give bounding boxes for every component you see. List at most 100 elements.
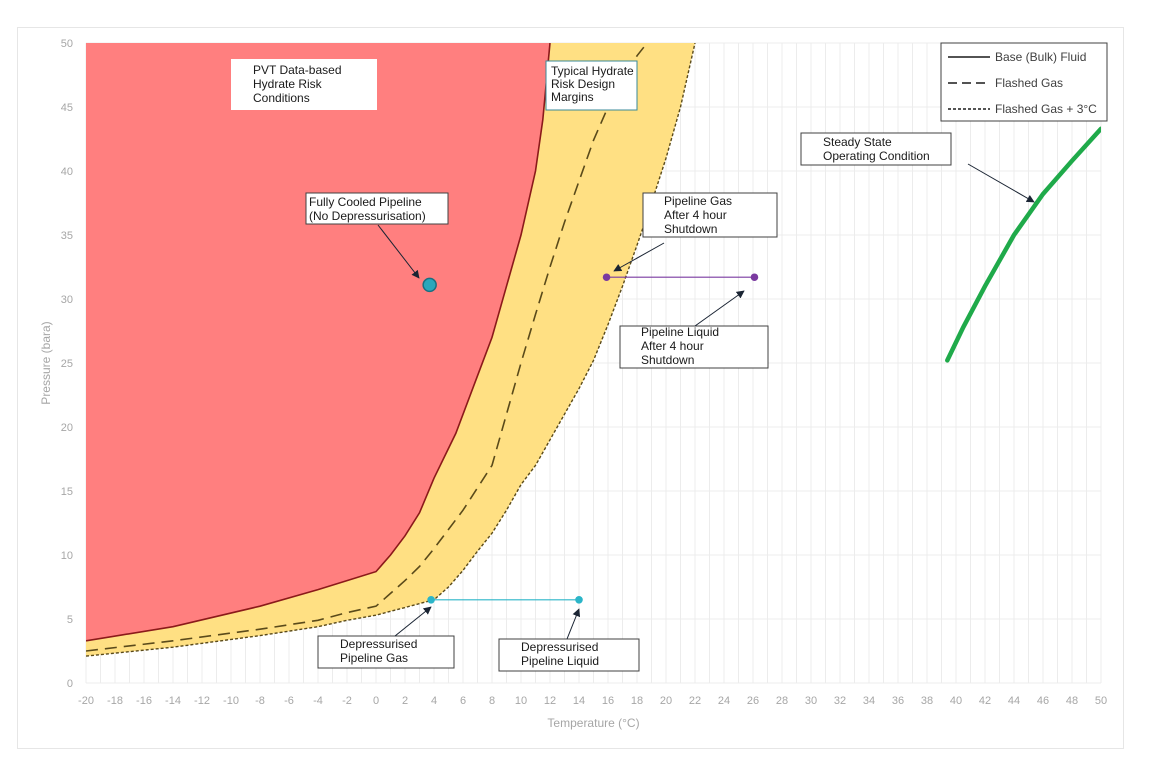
y-axis-title: Pressure (bara) xyxy=(39,321,53,404)
point-shutdown-gas xyxy=(602,273,611,282)
y-tick-label: 45 xyxy=(61,102,73,114)
x-tick-label: 10 xyxy=(515,695,527,707)
y-tick-label: 20 xyxy=(61,422,73,434)
annotation-box xyxy=(800,132,952,166)
annotation-text: PVT Data-based xyxy=(253,63,342,77)
axis-titles: Temperature (°C) Pressure (bara) xyxy=(39,321,640,730)
x-tick-label: 16 xyxy=(602,695,614,707)
point-shutdown-liquid xyxy=(750,273,759,282)
y-tick-label: 40 xyxy=(61,166,73,178)
y-tick-label: 25 xyxy=(61,358,73,370)
y-tick-label: 50 xyxy=(61,38,73,50)
annotation-text: Hydrate Risk xyxy=(253,77,323,91)
x-tick-label: -20 xyxy=(78,695,94,707)
annotation-arrow xyxy=(967,163,1035,203)
series-flashed-gas xyxy=(86,43,648,652)
x-tick-label: 12 xyxy=(544,695,556,707)
annotation-text: Risk Design xyxy=(551,77,615,91)
annotation-text: Depressurised xyxy=(340,637,417,651)
x-tick-label: 0 xyxy=(373,695,379,707)
legend: Base (Bulk) Fluid Flashed Gas Flashed Gas … xyxy=(940,42,1108,122)
annotation-text: Shutdown xyxy=(641,353,694,367)
risk-regions xyxy=(86,43,695,657)
chart-frame xyxy=(17,27,1124,749)
data-points xyxy=(422,273,759,604)
annotation-text: Steady State xyxy=(823,135,892,149)
x-tick-label: -6 xyxy=(284,695,294,707)
axis-ticks: -20 -18 -16 -14 -12 -10 -8 -6 -4 -2 0 2 4 6 8 10 12 14 16 1… xyxy=(61,38,1107,707)
annotation-text: After 4 hour xyxy=(664,208,727,222)
x-tick-label: 22 xyxy=(689,695,701,707)
annotation-text: Operating Condition xyxy=(823,149,930,163)
legend-label: Flashed Gas xyxy=(995,76,1063,90)
x-tick-label: 18 xyxy=(631,695,643,707)
x-tick-label: 44 xyxy=(1008,695,1020,707)
series-lines xyxy=(86,43,1101,657)
annotation-text: After 4 hour xyxy=(641,339,704,353)
annotation-text: Shutdown xyxy=(664,222,717,236)
annotation-box xyxy=(642,192,778,238)
x-tick-label: 30 xyxy=(805,695,817,707)
x-tick-label: 34 xyxy=(863,695,875,707)
x-tick-label: 20 xyxy=(660,695,672,707)
annotation-text: Pipeline Liquid xyxy=(521,654,599,668)
x-tick-label: -8 xyxy=(255,695,265,707)
x-tick-label: 36 xyxy=(892,695,904,707)
annotation-arrow xyxy=(566,608,581,640)
annotation-arrow xyxy=(377,224,420,279)
x-tick-label: -4 xyxy=(313,695,323,707)
x-tick-label: 2 xyxy=(402,695,408,707)
x-tick-label: 4 xyxy=(431,695,437,707)
x-tick-label: 28 xyxy=(776,695,788,707)
annotation-box xyxy=(317,635,455,669)
x-tick-label: 6 xyxy=(460,695,466,707)
x-tick-label: 50 xyxy=(1095,695,1107,707)
x-tick-label: 26 xyxy=(747,695,759,707)
point-depressurised-gas xyxy=(427,596,435,604)
annotation-text: Typical Hydrate xyxy=(551,64,634,78)
annotation-text: Pipeline Gas xyxy=(664,194,732,208)
annotation-arrow xyxy=(394,606,432,637)
x-tick-label: -16 xyxy=(136,695,152,707)
x-tick-label: 40 xyxy=(950,695,962,707)
annotation-box xyxy=(619,325,769,369)
annotation-text: Pipeline Liquid xyxy=(641,325,719,339)
series-base-bulk-fluid xyxy=(86,43,551,642)
annotation-arrow xyxy=(613,242,665,272)
x-tick-label: 32 xyxy=(834,695,846,707)
x-tick-label: 48 xyxy=(1066,695,1078,707)
annotation-box xyxy=(545,60,638,111)
x-tick-label: 14 xyxy=(573,695,585,707)
annotation-arrow xyxy=(694,290,745,327)
x-tick-label: 46 xyxy=(1037,695,1049,707)
x-axis-title: Temperature (°C) xyxy=(547,716,639,730)
y-tick-label: 10 xyxy=(61,550,73,562)
x-tick-label: -2 xyxy=(342,695,352,707)
annotation-text: Fully Cooled Pipeline xyxy=(309,195,422,209)
y-tick-label: 5 xyxy=(67,614,73,626)
annotation-text: Pipeline Gas xyxy=(340,651,408,665)
series-flashed-gas-plus-3c xyxy=(86,43,696,657)
y-tick-label: 35 xyxy=(61,230,73,242)
annotation-text: Conditions xyxy=(253,91,310,105)
y-tick-label: 30 xyxy=(61,294,73,306)
annotation-text: (No Depressurisation) xyxy=(309,209,426,223)
x-tick-label: 42 xyxy=(979,695,991,707)
annotation-text: Depressurised xyxy=(521,640,598,654)
legend-box xyxy=(940,42,1108,122)
annotation-fully-cooled: Fully Cooled Pipeline(No Depressurisatio… xyxy=(305,192,449,279)
legend-label: Base (Bulk) Fluid xyxy=(995,50,1086,64)
annotation-text: Margins xyxy=(551,90,594,104)
x-tick-label: -12 xyxy=(194,695,210,707)
point-depressurised-liquid xyxy=(575,596,583,604)
x-tick-label: 24 xyxy=(718,695,730,707)
hydrate-risk-region xyxy=(86,43,550,641)
